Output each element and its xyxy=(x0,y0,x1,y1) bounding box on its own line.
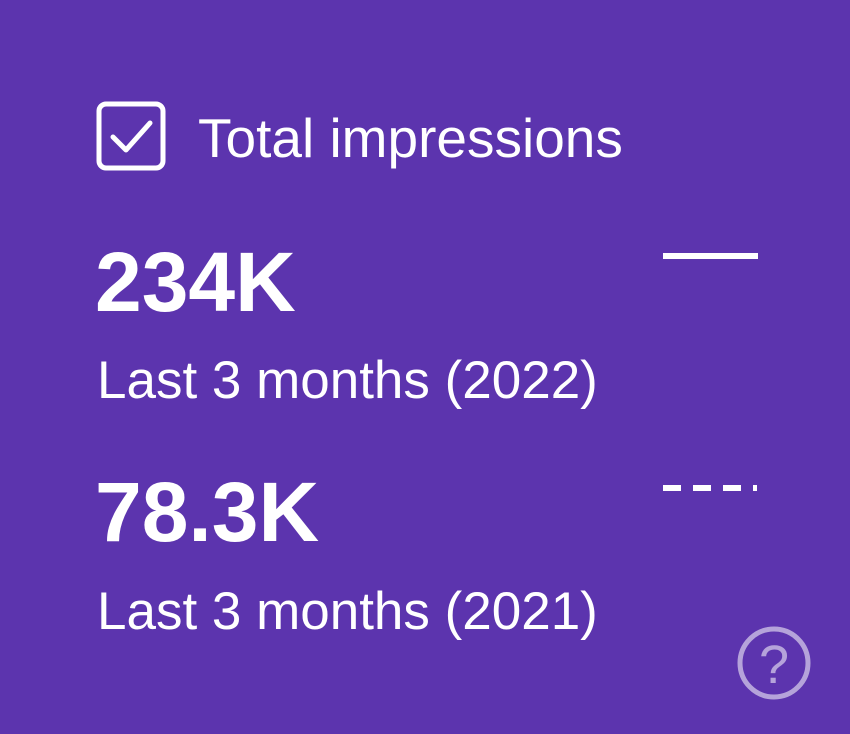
metric-label: Last 3 months (2022) xyxy=(97,351,598,410)
card-title: Total impressions xyxy=(198,107,623,169)
metric-value: 234K xyxy=(95,235,296,329)
help-circle xyxy=(737,626,811,700)
help-icon: ? xyxy=(759,635,789,695)
help-button[interactable]: ? xyxy=(737,626,811,700)
metric-label: Last 3 months (2021) xyxy=(97,582,598,641)
checkmark xyxy=(110,120,153,153)
checkbox[interactable] xyxy=(96,101,166,171)
metric-value: 78.3K xyxy=(95,465,319,559)
